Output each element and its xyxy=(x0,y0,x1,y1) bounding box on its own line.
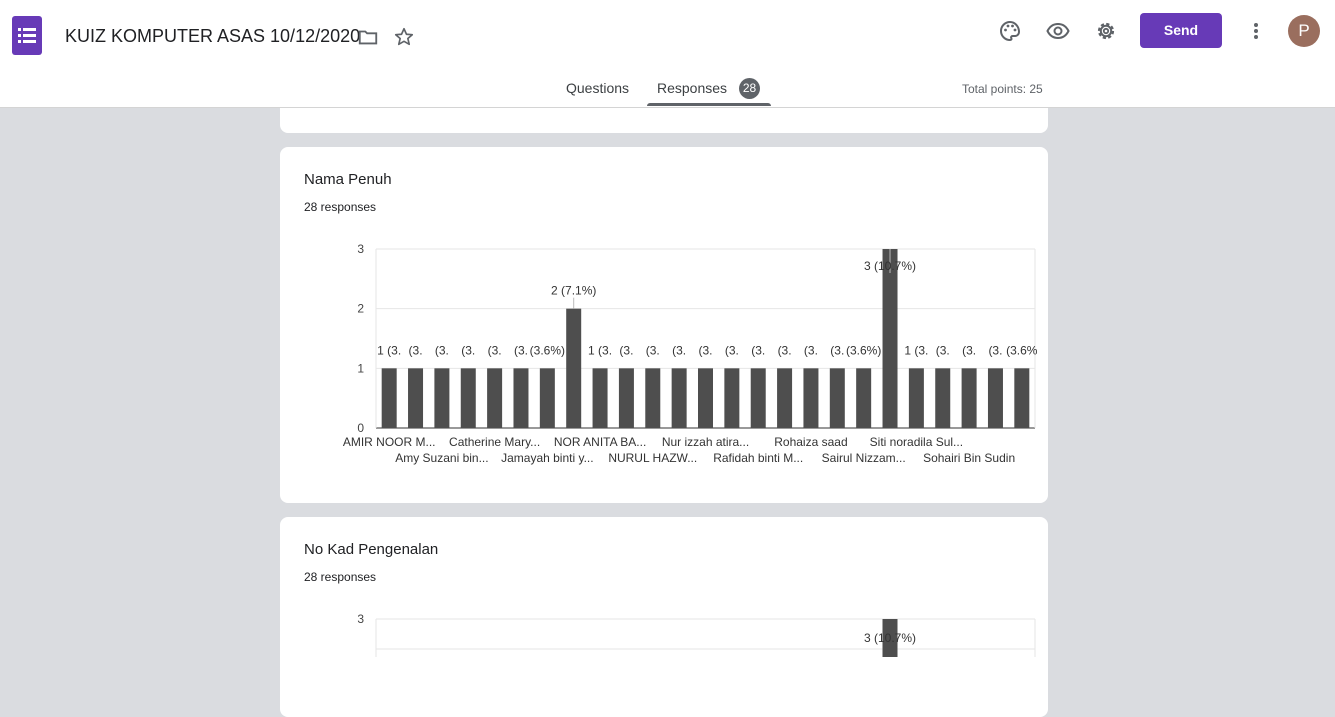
y-tick-label: 3 xyxy=(357,242,364,256)
active-tab-indicator xyxy=(647,103,771,106)
bar xyxy=(381,368,397,428)
bar xyxy=(961,368,977,428)
bar-value-label: (3. xyxy=(778,343,792,357)
folder-icon[interactable] xyxy=(357,26,379,53)
bar-value-label: (3. xyxy=(698,343,712,357)
top-app-bar: KUIZ KOMPUTER ASAS 10/12/2020 Send P Que… xyxy=(0,0,1335,108)
bar xyxy=(777,368,793,428)
y-tick-label: 2 xyxy=(357,302,364,316)
x-category-label: Rafidah binti M... xyxy=(713,451,803,465)
bar xyxy=(408,368,424,428)
response-count: 28 responses xyxy=(304,200,377,214)
palette-icon[interactable] xyxy=(998,19,1022,43)
y-tick-label: 1 xyxy=(357,361,364,375)
x-category-label: NURUL HAZW... xyxy=(608,451,697,465)
question-title: No Kad Pengenalan xyxy=(304,541,439,558)
bar-value-label: 3 (10.7%) xyxy=(864,259,916,273)
question-card-no-kad-pengenalan: No Kad Pengenalan 28 responses 3 3 (10.7%… xyxy=(280,517,1048,717)
bar-value-label: (3. xyxy=(962,343,976,357)
bar-value-label: (3. xyxy=(936,343,950,357)
send-button[interactable]: Send xyxy=(1140,13,1222,48)
response-count: 28 responses xyxy=(304,570,377,584)
bar xyxy=(935,368,951,428)
bar xyxy=(724,368,740,428)
tab-responses[interactable]: Responses xyxy=(657,80,728,96)
bar-value-label: (3. xyxy=(619,343,633,357)
x-category-label: Siti noradila Sul... xyxy=(870,435,963,449)
y-tick-label: 3 xyxy=(357,612,364,626)
bar xyxy=(987,368,1003,428)
tab-questions[interactable]: Questions xyxy=(566,80,630,96)
bar xyxy=(882,249,898,428)
responses-count-badge: 28 xyxy=(739,78,760,99)
question-title: Nama Penuh xyxy=(304,171,392,188)
bar xyxy=(513,368,529,428)
bar-value-label: 2 (7.1%) xyxy=(551,284,596,298)
bar-value-label: 3 (10.7%) xyxy=(864,631,916,645)
total-points: Total points: 25 xyxy=(962,82,1043,96)
bar-value-label: (3. xyxy=(751,343,765,357)
bar-value-label: (3. xyxy=(409,343,423,357)
bar-value-label: (3. xyxy=(514,343,528,357)
bar-value-label: 1 (3. xyxy=(904,343,928,357)
bar xyxy=(539,368,555,428)
bar xyxy=(1014,368,1030,428)
x-category-label: AMIR NOOR M... xyxy=(343,435,436,449)
bar xyxy=(434,368,450,428)
bar-value-label: (3. xyxy=(988,343,1002,357)
bar xyxy=(592,368,608,428)
x-category-label: Nur izzah atira... xyxy=(662,435,749,449)
bar-chart: 3 3 (10.7%) xyxy=(357,612,1036,657)
bar xyxy=(487,368,503,428)
form-icon[interactable] xyxy=(12,16,42,55)
x-category-label: Sohairi Bin Sudin xyxy=(923,451,1015,465)
gear-icon[interactable] xyxy=(1094,19,1118,43)
x-category-label: Catherine Mary... xyxy=(449,435,540,449)
bar xyxy=(750,368,766,428)
x-category-label: Jamayah binti y... xyxy=(501,451,593,465)
bar xyxy=(856,368,872,428)
x-category-label: Sairul Nizzam... xyxy=(822,451,906,465)
bar-value-label: (3. xyxy=(488,343,502,357)
bar xyxy=(829,368,845,428)
bar xyxy=(618,368,634,428)
y-tick-label: 0 xyxy=(357,421,364,435)
bar xyxy=(566,308,582,428)
bar-value-label: (3. xyxy=(461,343,475,357)
bar xyxy=(803,368,819,428)
bar xyxy=(645,368,661,428)
bar-value-label: (3. xyxy=(804,343,818,357)
bar xyxy=(882,619,898,657)
avatar[interactable]: P xyxy=(1288,15,1320,47)
bar xyxy=(908,368,924,428)
bar-value-label: (3.6% xyxy=(1006,343,1038,357)
bar-value-label: (3. xyxy=(725,343,739,357)
eye-icon[interactable] xyxy=(1046,19,1070,43)
bar-value-label: (3.6%) xyxy=(846,343,881,357)
x-category-label: Rohaiza saad xyxy=(774,435,847,449)
x-category-label: NOR ANITA BA... xyxy=(554,435,646,449)
bar xyxy=(671,368,687,428)
bar xyxy=(460,368,476,428)
bar xyxy=(698,368,713,428)
bar-value-label: (3. xyxy=(646,343,660,357)
x-category-label: Amy Suzani bin... xyxy=(395,451,488,465)
more-vert-icon[interactable] xyxy=(1245,19,1267,48)
bar-value-label: (3. xyxy=(672,343,686,357)
bar-value-label: (3. xyxy=(435,343,449,357)
star-icon[interactable] xyxy=(393,26,415,53)
bar-value-label: (3.6%) xyxy=(530,343,565,357)
bar-value-label: (3. xyxy=(830,343,844,357)
bar-value-label: 1 (3. xyxy=(377,343,401,357)
bar-value-label: 1 (3. xyxy=(588,343,612,357)
document-title[interactable]: KUIZ KOMPUTER ASAS 10/12/2020 xyxy=(65,26,361,46)
